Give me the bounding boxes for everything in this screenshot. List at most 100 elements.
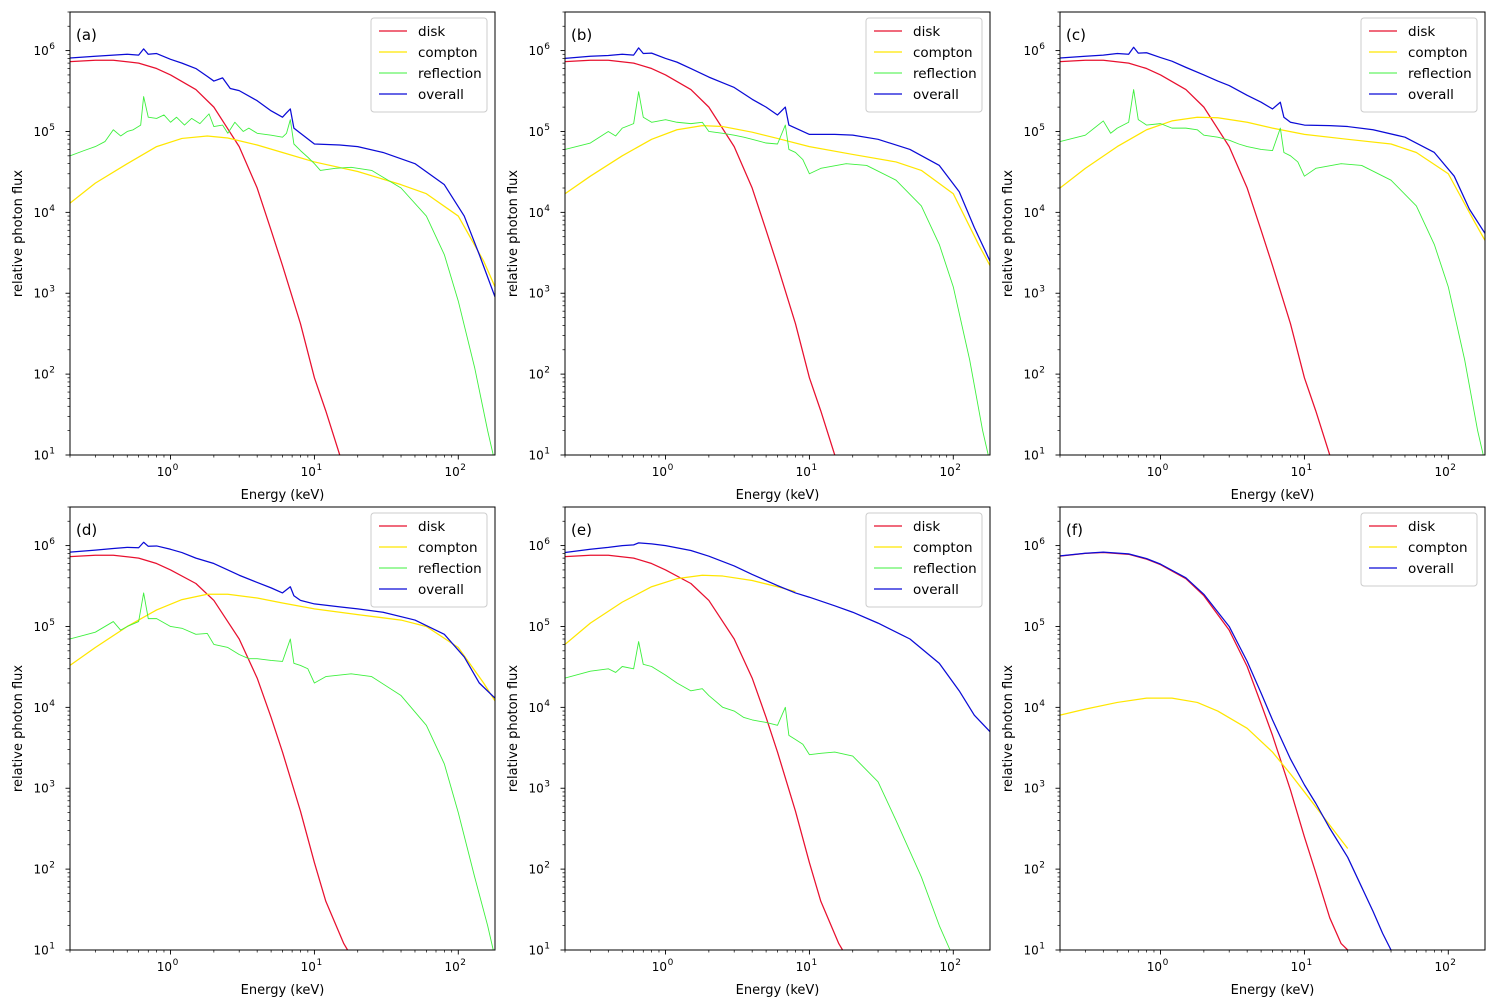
- panel-label: (b): [571, 26, 592, 44]
- legend-label-compton: compton: [418, 540, 478, 556]
- x-tick-label: 101: [796, 958, 818, 974]
- series-line-reflection: [565, 641, 951, 950]
- y-tick-label: 101: [528, 447, 550, 463]
- legend-label-overall: overall: [913, 87, 959, 103]
- legend-label-reflection: reflection: [913, 66, 977, 82]
- legend-label-reflection: reflection: [418, 561, 482, 577]
- legend-label-overall: overall: [418, 582, 464, 598]
- legend-box: [1360, 17, 1478, 113]
- x-tick-label: 100: [157, 958, 179, 974]
- x-tick-label: 101: [301, 958, 323, 974]
- y-axis-label: relative photon flux: [11, 170, 26, 297]
- x-tick-label: 102: [445, 958, 467, 974]
- chart-panel-d: 100 101 102 101 102 103 104 105 106 Energy (keV) r…: [11, 506, 496, 998]
- y-axis-label: relative photon flux: [506, 170, 521, 297]
- series-line-disk: [565, 554, 844, 950]
- x-axis-label: Energy (keV): [1231, 488, 1315, 503]
- y-tick-label: 103: [528, 285, 550, 301]
- legend: disk compton reflection overall: [1360, 17, 1478, 113]
- series-line-compton: [70, 135, 495, 288]
- y-tick-label: 101: [528, 942, 550, 958]
- series-line-compton: [565, 125, 990, 266]
- series-line-reflection: [1060, 89, 1484, 455]
- panel-label: (c): [1066, 26, 1086, 44]
- x-axis-label: Energy (keV): [1231, 983, 1315, 998]
- x-tick-label: 101: [1291, 463, 1313, 479]
- y-tick-label: 105: [33, 618, 55, 634]
- y-tick-label: 105: [33, 123, 55, 139]
- y-tick-label: 103: [1023, 285, 1045, 301]
- y-tick-label: 101: [1023, 942, 1045, 958]
- x-tick-label: 100: [1147, 958, 1169, 974]
- plot-area: [565, 542, 990, 950]
- legend-label-compton: compton: [913, 45, 973, 61]
- series-line-overall: [70, 541, 495, 699]
- y-tick-label: 104: [33, 699, 55, 715]
- plot-area: [565, 47, 990, 455]
- y-tick-label: 102: [1023, 861, 1045, 877]
- legend-label-reflection: reflection: [1408, 66, 1472, 82]
- plot-area: [1060, 46, 1485, 455]
- y-tick-label: 104: [1023, 699, 1045, 715]
- y-tick-label: 106: [33, 42, 55, 58]
- series-line-overall: [565, 542, 990, 733]
- x-axis-label: Energy (keV): [736, 488, 820, 503]
- plot-area: [70, 48, 495, 455]
- y-axis-label: relative photon flux: [11, 665, 26, 792]
- legend-label-disk: disk: [418, 519, 445, 535]
- y-tick-label: 101: [33, 942, 55, 958]
- y-tick-label: 106: [528, 537, 550, 553]
- x-axis-label: Energy (keV): [241, 983, 325, 998]
- y-tick-label: 102: [33, 366, 55, 382]
- y-tick-label: 104: [528, 699, 550, 715]
- y-tick-label: 104: [1023, 204, 1045, 220]
- y-tick-label: 106: [528, 42, 550, 58]
- y-tick-label: 106: [1023, 42, 1045, 58]
- legend-box: [370, 512, 488, 608]
- legend-label-overall: overall: [1408, 561, 1454, 577]
- series-line-compton: [1060, 116, 1485, 241]
- legend-label-disk: disk: [913, 519, 940, 535]
- legend-label-disk: disk: [1408, 24, 1435, 40]
- y-axis-label: relative photon flux: [1001, 665, 1016, 792]
- x-tick-label: 100: [652, 958, 674, 974]
- x-tick-label: 100: [157, 463, 179, 479]
- legend-label-disk: disk: [418, 24, 445, 40]
- x-tick-label: 102: [940, 958, 962, 974]
- y-tick-label: 102: [528, 861, 550, 877]
- legend-label-overall: overall: [418, 87, 464, 103]
- y-tick-label: 102: [528, 366, 550, 382]
- legend-box: [865, 512, 983, 608]
- y-tick-label: 104: [528, 204, 550, 220]
- legend-label-reflection: reflection: [418, 66, 482, 82]
- chart-panel-f: 100 101 102 101 102 103 104 105 106 Energy (keV) r…: [1001, 506, 1486, 998]
- y-tick-label: 106: [1023, 537, 1045, 553]
- x-axis-label: Energy (keV): [736, 983, 820, 998]
- y-tick-label: 105: [1023, 123, 1045, 139]
- y-tick-label: 104: [33, 204, 55, 220]
- panel-label: (d): [76, 521, 97, 539]
- series-line-overall: [1060, 46, 1485, 234]
- panel-label: (a): [76, 26, 97, 44]
- panel-label: (e): [571, 521, 592, 539]
- series-line-overall: [565, 47, 990, 262]
- y-tick-label: 101: [1023, 447, 1045, 463]
- x-axis-label: Energy (keV): [241, 488, 325, 503]
- y-tick-label: 106: [33, 537, 55, 553]
- series-line-reflection: [565, 91, 989, 455]
- legend-label-compton: compton: [1408, 540, 1468, 556]
- legend-label-disk: disk: [913, 24, 940, 40]
- series-line-reflection: [70, 592, 494, 950]
- legend-label-overall: overall: [913, 582, 959, 598]
- series-line-disk: [70, 554, 349, 950]
- series-line-disk: [1060, 551, 1349, 950]
- series-line-disk: [565, 59, 836, 455]
- y-tick-label: 103: [1023, 780, 1045, 796]
- legend-label-compton: compton: [418, 45, 478, 61]
- legend-label-reflection: reflection: [913, 561, 977, 577]
- series-line-compton: [1060, 697, 1349, 849]
- chart-panel-b: 100 101 102 101 102 103 104 105 106 Energy (keV) r…: [506, 11, 991, 503]
- legend: disk compton reflection overall: [370, 17, 488, 113]
- legend-label-compton: compton: [913, 540, 973, 556]
